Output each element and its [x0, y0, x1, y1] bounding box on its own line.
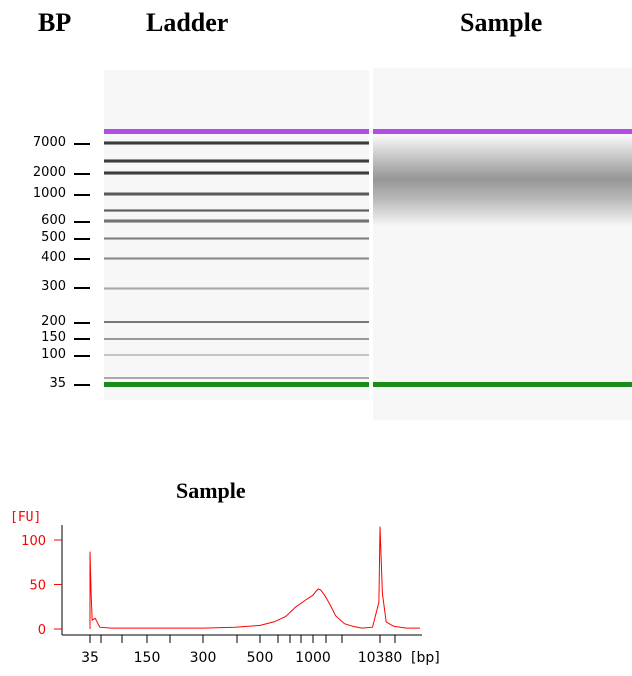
electropherogram-title: Sample — [176, 478, 246, 503]
y-tick-label: 50 — [29, 579, 46, 594]
ladder-band — [104, 219, 369, 223]
bp-tick — [74, 338, 90, 340]
bp-label: 35 — [49, 376, 66, 391]
ladder-band — [104, 192, 369, 196]
bp-tick — [74, 221, 90, 223]
x-tick-label: 300 — [190, 650, 217, 666]
upper-marker-sample — [373, 129, 632, 134]
bp-label: 2000 — [32, 165, 66, 180]
bp-tick — [74, 194, 90, 196]
bp-tick — [74, 173, 90, 175]
x-axis-label: [bp] — [411, 650, 440, 666]
sample-smear — [373, 136, 632, 226]
lower-marker-ladder — [104, 382, 369, 387]
trace-line — [89, 526, 420, 629]
bp-label: 7000 — [32, 135, 66, 150]
x-tick-label: 35 — [81, 650, 99, 666]
ladder-lane — [104, 70, 369, 400]
y-tick-label: 0 — [38, 623, 46, 638]
bp-label: 150 — [41, 330, 66, 345]
ladder-band — [104, 141, 369, 145]
ladder-band — [104, 209, 369, 212]
ladder-band — [104, 377, 369, 379]
x-tick-label: 150 — [134, 650, 161, 666]
ladder-band — [104, 321, 369, 323]
bp-label: 400 — [41, 250, 66, 265]
ladder-band — [104, 287, 369, 290]
y-axis-label: [FU] — [10, 510, 41, 525]
ladder-band — [104, 257, 369, 260]
bp-tick — [74, 384, 90, 386]
bp-label: 300 — [41, 279, 66, 294]
lower-marker-sample — [373, 382, 632, 387]
ladder-band — [104, 171, 369, 175]
bp-label: 500 — [41, 230, 66, 245]
ladder-band — [104, 237, 369, 240]
x-tick-label: 1000 — [295, 650, 331, 666]
bp-tick — [74, 258, 90, 260]
x-tick-label: 500 — [247, 650, 274, 666]
bp-header: BP — [38, 8, 72, 37]
ladder-header: Ladder — [146, 8, 229, 37]
sample-header: Sample — [460, 8, 543, 37]
bp-tick — [74, 238, 90, 240]
electropherogram: [FU] 0 50 100 35 150 300 500 1000 10380 [bp] — [10, 510, 440, 666]
bp-tick — [74, 355, 90, 357]
bp-tick — [74, 322, 90, 324]
sample-lane — [373, 68, 632, 420]
bp-label: 1000 — [32, 186, 66, 201]
upper-marker-ladder — [104, 129, 369, 134]
ladder-band — [104, 338, 369, 340]
x-tick-label: 10380 — [358, 650, 403, 666]
bp-tick — [74, 287, 90, 289]
ladder-band — [104, 354, 369, 356]
bp-label: 200 — [41, 314, 66, 329]
y-tick-label: 100 — [21, 534, 46, 549]
bp-label: 600 — [41, 213, 66, 228]
bp-label: 100 — [41, 347, 66, 362]
bp-tick — [74, 143, 90, 145]
ladder-band — [104, 159, 369, 163]
